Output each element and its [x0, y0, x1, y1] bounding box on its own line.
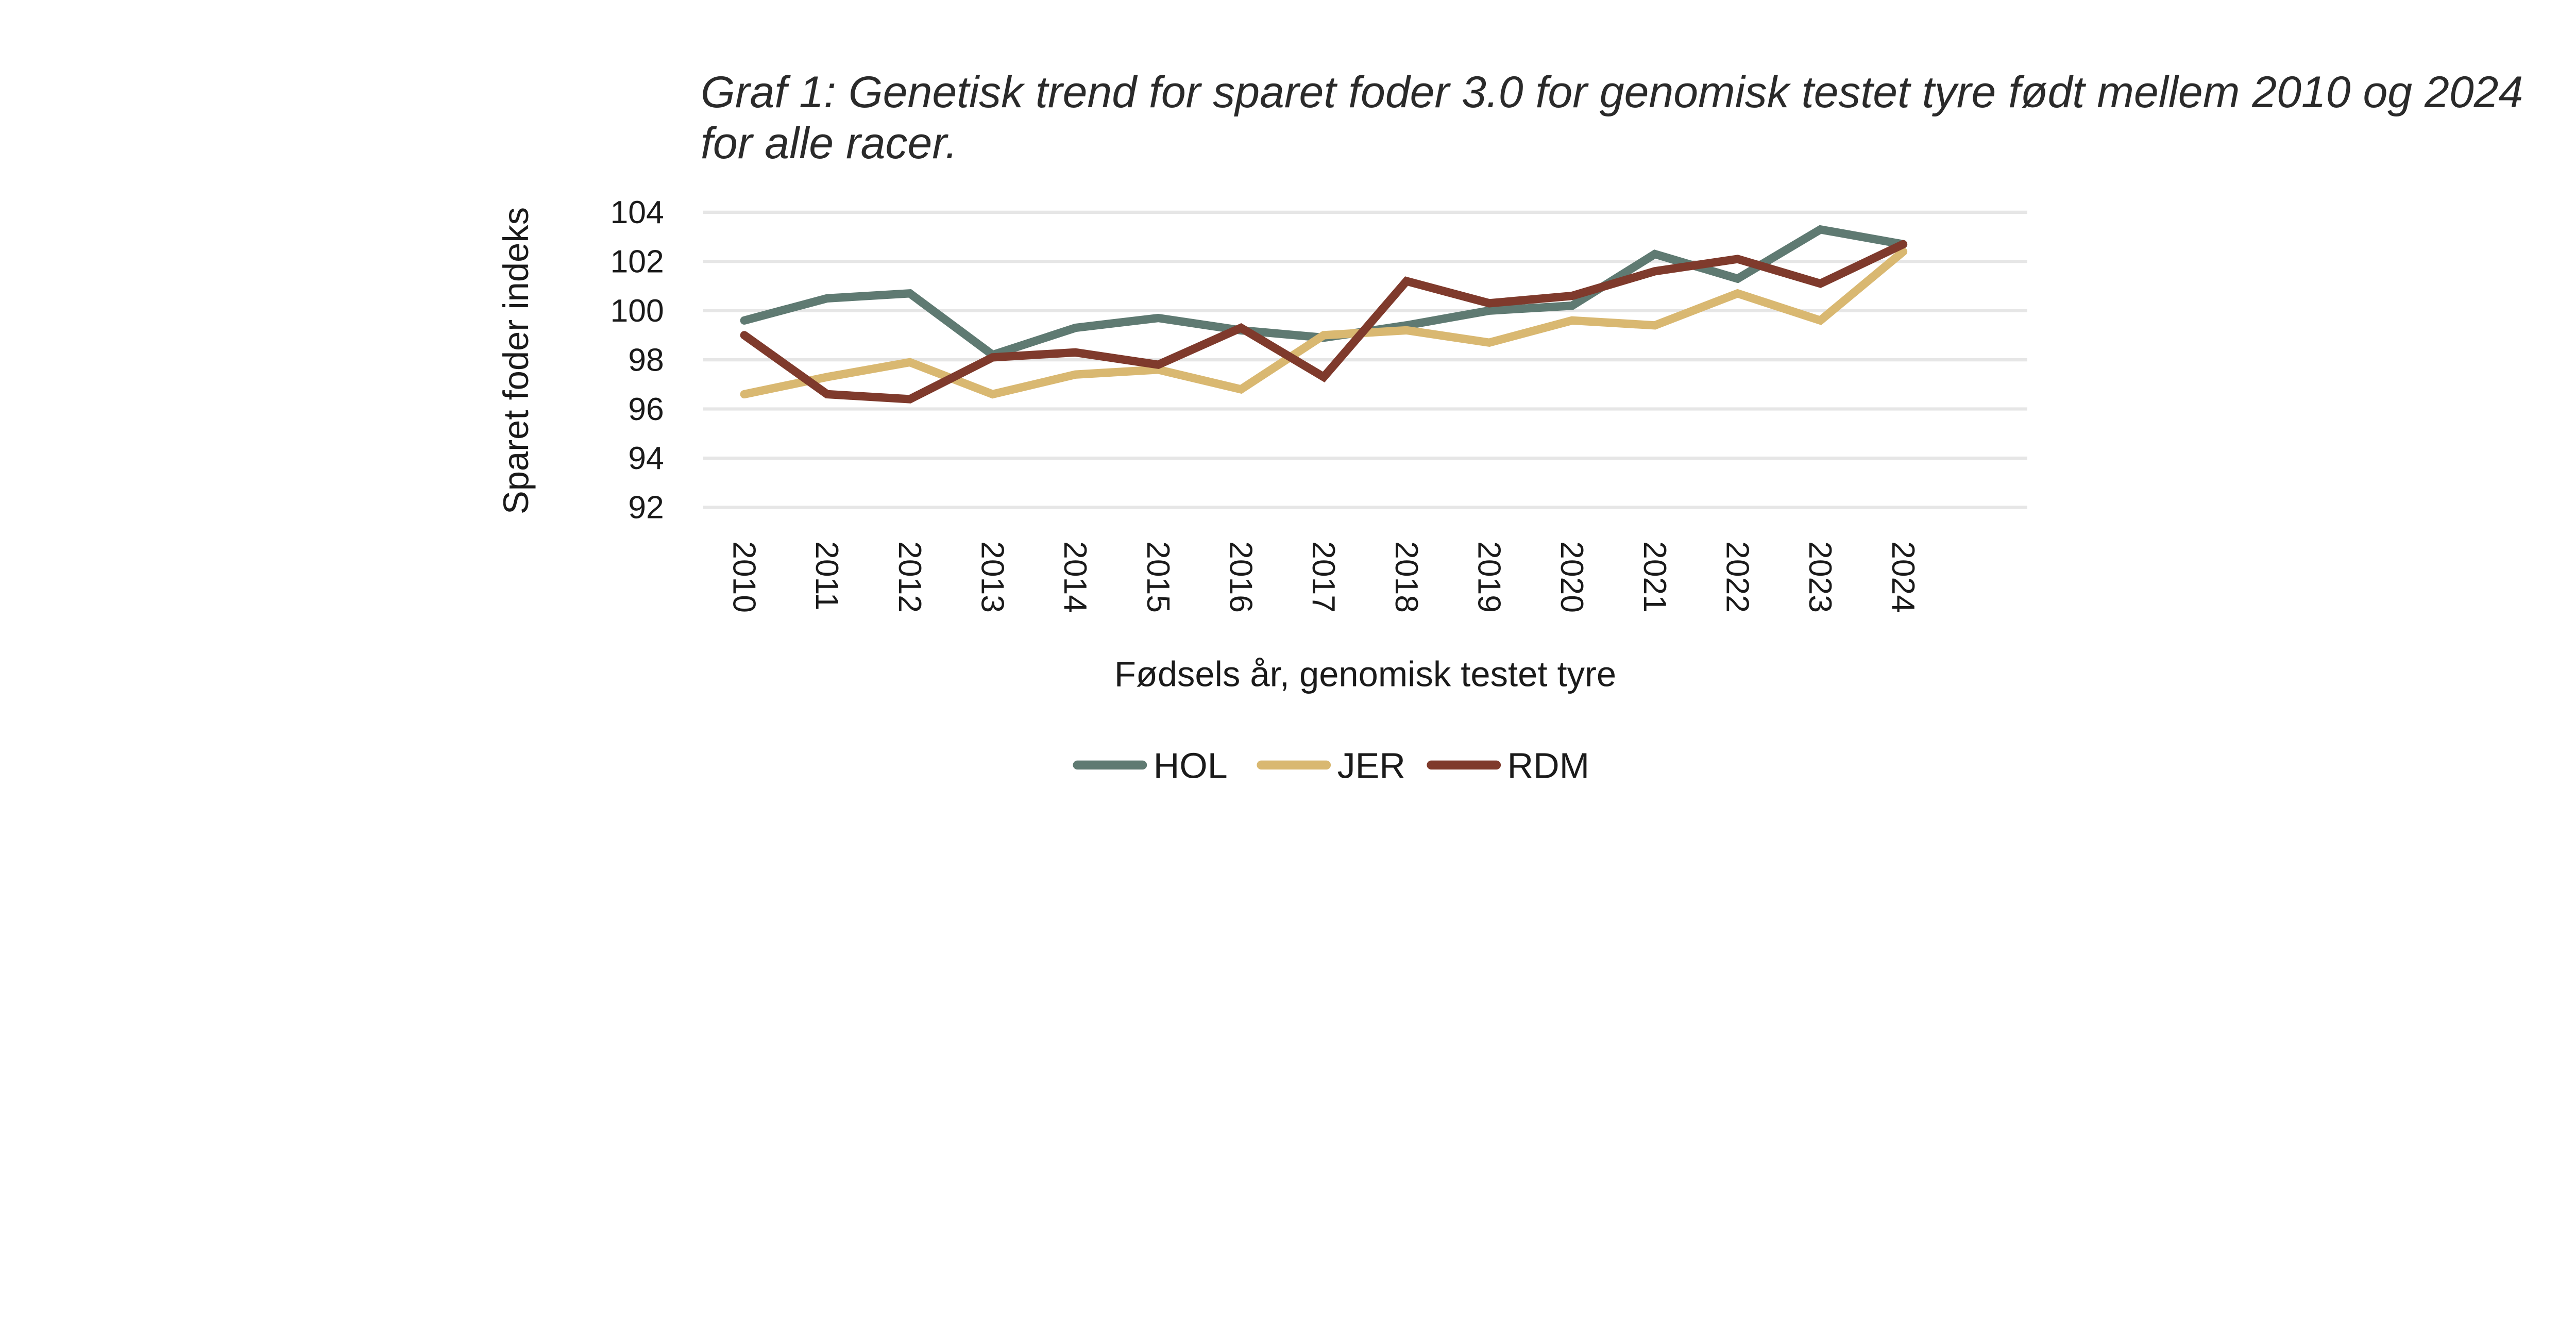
series-line-jer: [740, 247, 1908, 399]
legend-label: RDM: [1507, 745, 1589, 785]
y-tick-label: 100: [610, 293, 664, 329]
x-tick-label: 2014: [1057, 541, 1093, 613]
legend-item-rdm: RDM: [1427, 745, 1589, 785]
y-axis-title: Sparet foder indeks: [496, 207, 536, 514]
x-tick-label: 2015: [1140, 541, 1176, 613]
legend-item-jer: JER: [1257, 745, 1405, 785]
x-tick-labels: 2010 2011 2012 2013 2014 2015 2016 2017 2018 2019…: [726, 541, 1921, 613]
x-tick-label: 2019: [1471, 541, 1507, 613]
y-tick-labels: 92 94 96 98 100 102 104: [610, 194, 664, 526]
y-tick-label: 104: [610, 194, 664, 230]
x-tick-label: 2024: [1885, 541, 1921, 613]
x-tick-label: 2010: [726, 541, 762, 613]
x-tick-label: 2018: [1388, 541, 1425, 613]
y-tick-label: 94: [628, 440, 664, 476]
y-tick-label: 98: [628, 342, 664, 378]
x-tick-label: 2021: [1637, 541, 1673, 613]
x-tick-label: 2020: [1554, 541, 1590, 613]
series-lines: [740, 225, 1908, 404]
y-tick-label: 102: [610, 244, 664, 280]
legend-label: HOL: [1154, 745, 1228, 785]
gridlines: [703, 210, 2027, 509]
series-line-rdm: [740, 240, 1908, 404]
legend: HOL JER RDM: [1073, 745, 1589, 785]
x-tick-label: 2012: [892, 541, 928, 613]
x-tick-label: 2022: [1719, 541, 1755, 613]
legend-label: JER: [1337, 745, 1405, 785]
x-axis-title: Fødsels år, genomisk testet tyre: [1114, 654, 1616, 694]
y-tick-label: 92: [628, 490, 664, 526]
x-tick-label: 2013: [974, 541, 1010, 613]
y-tick-label: 96: [628, 391, 664, 427]
x-tick-label: 2016: [1223, 541, 1259, 613]
x-tick-label: 2011: [809, 541, 845, 610]
legend-item-hol: HOL: [1073, 745, 1228, 785]
x-tick-label: 2023: [1802, 541, 1838, 613]
x-tick-label: 2017: [1306, 541, 1342, 613]
chart-caption: Graf 1: Genetisk trend for sparet foder …: [701, 68, 2523, 168]
